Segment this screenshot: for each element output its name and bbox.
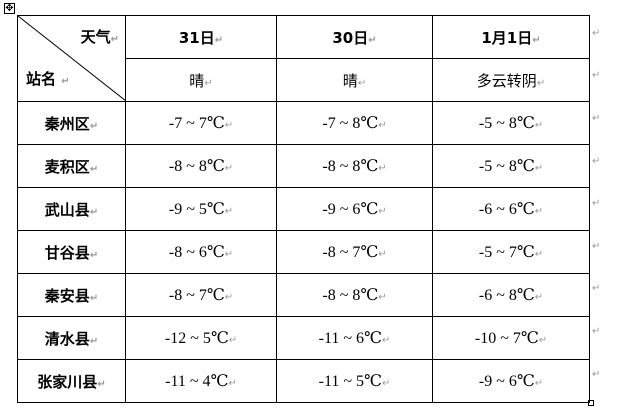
temperature-cell: -12 ~ 5℃↵ (125, 316, 277, 360)
weather-cell: 晴↵ (125, 58, 277, 102)
end-of-row-mark: ↵ (592, 198, 601, 210)
station-cell: 麦积区↵ (17, 144, 126, 188)
diagonal-header-cell: 天气↵ 站名 ↵ (17, 15, 126, 102)
table-row: 秦州区↵ -7 ~ 7℃↵ -7 ~ 8℃↵ -5 ~ 8℃↵ (17, 101, 590, 145)
table-row: 张家川县↵ -11 ~ 4℃↵ -11 ~ 5℃↵ -9 ~ 6℃↵ (17, 359, 590, 403)
temperature-cell: -8 ~ 7℃↵ (125, 273, 277, 317)
temperature-cell: -5 ~ 7℃↵ (432, 230, 590, 274)
diagonal-line (18, 16, 126, 101)
station-cell: 甘谷县↵ (17, 230, 126, 274)
temperature-cell: -6 ~ 6℃↵ (432, 187, 590, 231)
temperature-cell: -8 ~ 8℃↵ (276, 273, 433, 317)
temperature-cell: -7 ~ 7℃↵ (125, 101, 277, 145)
table-row: 秦安县↵ -8 ~ 7℃↵ -8 ~ 8℃↵ -6 ~ 8℃↵ (17, 273, 590, 317)
end-of-row-mark: ↵ (592, 28, 601, 39)
station-cell: 秦州区↵ (17, 101, 126, 145)
table-row: 清水县↵ -12 ~ 5℃↵ -11 ~ 6℃↵ -10 ~ 7℃↵ (17, 316, 590, 360)
temperature-cell: -10 ~ 7℃↵ (432, 316, 590, 360)
station-label: 站名 (26, 70, 57, 88)
weather-cell: 晴↵ (276, 58, 433, 102)
temperature-cell: -11 ~ 6℃↵ (276, 316, 433, 360)
temperature-cell: -11 ~ 5℃↵ (276, 359, 433, 403)
station-cell: 张家川县↵ (17, 359, 126, 403)
weather-table: 天气↵ 站名 ↵ 31日↵ 30日↵ 1月1日↵ 晴↵ 晴↵ 多云转阴↵ 秦州区… (17, 15, 590, 403)
temperature-cell: -5 ~ 8℃↵ (432, 144, 590, 188)
end-of-row-mark: ↵ (592, 368, 601, 380)
end-of-row-mark: ↵ (592, 240, 601, 252)
temperature-cell: -9 ~ 5℃↵ (125, 187, 277, 231)
end-of-row-mark: ↵ (592, 155, 601, 167)
date-header: 1月1日↵ (432, 15, 590, 59)
station-cell: 清水县↵ (17, 316, 126, 360)
temperature-cell: -8 ~ 6℃↵ (125, 230, 277, 274)
table-resize-handle[interactable] (588, 400, 594, 406)
temperature-cell: -9 ~ 6℃↵ (432, 359, 590, 403)
header-row-dates: 天气↵ 站名 ↵ 31日↵ 30日↵ 1月1日↵ (17, 15, 590, 102)
temperature-cell: -7 ~ 8℃↵ (276, 101, 433, 145)
end-of-row-mark: ↵ (592, 113, 601, 124)
temperature-cell: -11 ~ 4℃↵ (125, 359, 277, 403)
weather-cell: 多云转阴↵ (432, 58, 590, 102)
date-header: 30日↵ (276, 15, 433, 59)
date-header: 31日↵ (125, 15, 277, 59)
weather-label: 天气 (80, 28, 111, 46)
temperature-cell: -6 ~ 8℃↵ (432, 273, 590, 317)
end-of-row-mark: ↵ (592, 326, 601, 337)
end-of-row-mark: ↵ (592, 283, 601, 295)
temperature-cell: -5 ~ 8℃↵ (432, 101, 590, 145)
end-of-row-mark: ↵ (592, 70, 601, 81)
temperature-cell: -8 ~ 8℃↵ (276, 144, 433, 188)
table-move-handle-icon[interactable]: ✥ (4, 3, 15, 14)
temperature-cell: -8 ~ 7℃↵ (276, 230, 433, 274)
table-row: 麦积区↵ -8 ~ 8℃↵ -8 ~ 8℃↵ -5 ~ 8℃↵ (17, 144, 590, 188)
station-cell: 武山县↵ (17, 187, 126, 231)
header-row-weather: 晴↵ 晴↵ 多云转阴↵ (18, 58, 590, 102)
temperature-cell: -8 ~ 8℃↵ (125, 144, 277, 188)
table-row: 甘谷县↵ -8 ~ 6℃↵ -8 ~ 7℃↵ -5 ~ 7℃↵ (17, 230, 590, 274)
table-row: 武山县↵ -9 ~ 5℃↵ -9 ~ 6℃↵ -6 ~ 6℃↵ (17, 187, 590, 231)
temperature-cell: -9 ~ 6℃↵ (276, 187, 433, 231)
station-cell: 秦安县↵ (17, 273, 126, 317)
